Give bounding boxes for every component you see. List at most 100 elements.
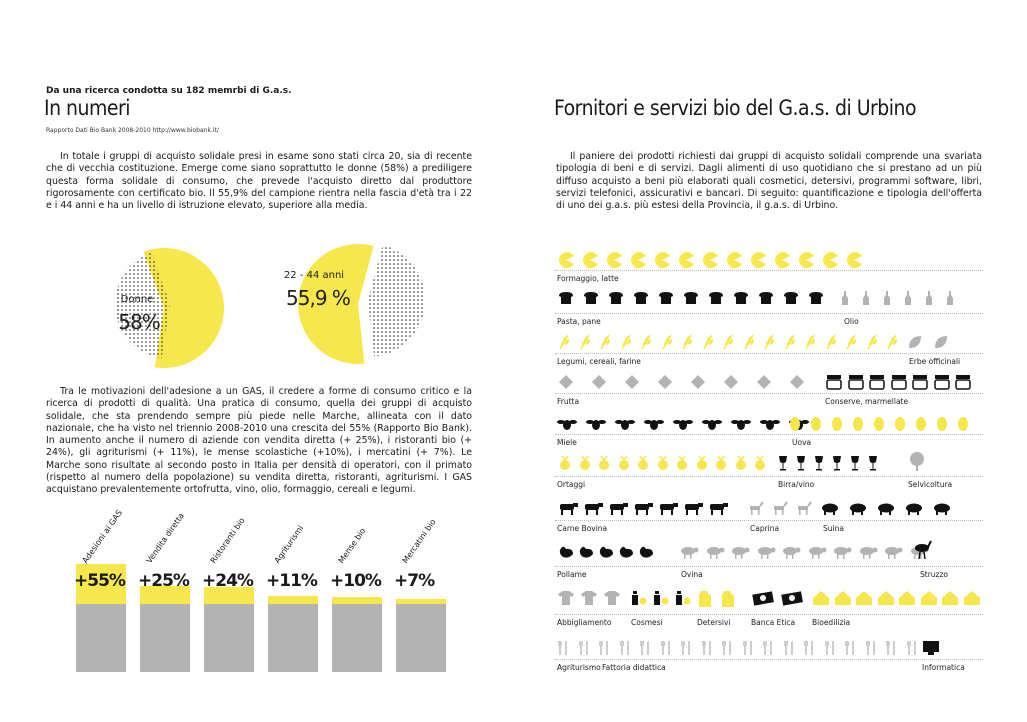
cheese-icon <box>725 252 743 272</box>
hen-icon <box>557 544 575 564</box>
grape-icon <box>755 374 773 394</box>
cutlery-icon <box>865 640 877 660</box>
category-label: Pollame <box>557 570 587 579</box>
wheat-icon <box>783 334 797 354</box>
sheep-icon <box>781 544 801 563</box>
pie-chart-eta <box>298 244 425 364</box>
row-divider <box>555 434 983 435</box>
bar-fill-3 <box>268 596 318 604</box>
hen-icon <box>637 544 655 564</box>
egg-icon <box>915 416 927 436</box>
cutlery-icon <box>598 640 610 660</box>
bank-icon <box>752 590 774 610</box>
wheat-icon <box>701 334 715 354</box>
page-title-right: Fornitori e servizi bio del G.a.s. di Ur… <box>554 96 917 120</box>
category-label: Miele <box>557 438 577 447</box>
cow-icon <box>582 500 604 519</box>
bar-label-0: Adesioni ai GAS <box>80 508 125 565</box>
bar-value-3: +11% <box>266 571 318 591</box>
bar-fill-2 <box>204 587 254 604</box>
cheese-icon <box>773 252 791 272</box>
sheep-icon <box>807 544 827 563</box>
cheese-icon <box>677 252 695 272</box>
bar-value-0: +55% <box>74 571 126 591</box>
bar-2 <box>204 604 254 672</box>
paragraph-intro: In totale i gruppi di acquisto solidale … <box>46 151 472 212</box>
bread-icon <box>607 290 625 309</box>
cow-icon <box>557 500 579 519</box>
bar-fill-4 <box>332 597 382 604</box>
bottle-icon <box>923 290 935 310</box>
house-icon <box>811 590 831 610</box>
turnip-icon <box>635 455 651 475</box>
category-label: Bioedilizia <box>812 618 851 627</box>
grape-icon <box>557 374 575 394</box>
sheep-icon <box>730 544 750 563</box>
wheat-icon <box>762 334 776 354</box>
category-label: Olio <box>844 317 859 326</box>
category-label: Abbigliamento <box>557 618 612 627</box>
hen-icon <box>577 544 595 564</box>
page-title-left: In numeri <box>44 96 131 120</box>
cutlery-icon <box>762 640 774 660</box>
bar-0 <box>76 604 126 672</box>
category-label: Caprina <box>750 524 780 533</box>
leaf-icon <box>907 334 923 354</box>
shirt-icon <box>557 590 575 610</box>
wheat-icon <box>865 334 879 354</box>
tree-icon <box>906 451 928 475</box>
egg-icon <box>936 416 948 436</box>
wine-icon <box>813 455 825 475</box>
shirt-icon <box>580 590 598 610</box>
pc-icon <box>922 640 940 660</box>
bar-label-4: Mense bio <box>336 526 368 565</box>
grape-icon <box>623 374 641 394</box>
wheat-icon <box>639 334 653 354</box>
pie-slice-uomini <box>115 252 170 359</box>
category-label: Agriturismo <box>557 663 601 672</box>
house-icon <box>897 590 917 610</box>
cow-icon <box>632 500 654 519</box>
turnip-icon <box>752 455 768 475</box>
hen-icon <box>597 544 615 564</box>
cutlery-icon <box>557 640 569 660</box>
category-label: Ortaggi <box>557 480 586 489</box>
row-divider <box>555 393 983 394</box>
wheat-icon <box>557 334 571 354</box>
grape-icon <box>788 374 806 394</box>
paragraph-motivazioni: Tra le motivazioni dell'adesione a un GA… <box>46 386 472 496</box>
category-label: Formaggio, latte <box>557 274 619 283</box>
category-label: Legumi, cereali, farine <box>557 357 641 366</box>
cutlery-icon <box>619 640 631 660</box>
category-label: Suina <box>823 524 844 533</box>
pig-icon <box>875 500 897 519</box>
turnip-icon <box>733 455 749 475</box>
turnip-icon <box>713 455 729 475</box>
bottle-icon <box>902 290 914 310</box>
cutlery-icon <box>906 640 918 660</box>
wheat-icon <box>721 334 735 354</box>
intro-text: Da una ricerca condotta su 182 memrbi di… <box>46 86 292 96</box>
pie-chart-donne <box>115 248 224 368</box>
bank-icon <box>781 590 803 610</box>
cheese-icon <box>797 252 815 272</box>
egg-icon <box>957 416 969 436</box>
wheat-icon <box>680 334 694 354</box>
wheat-icon <box>578 334 592 354</box>
cheese-icon <box>629 252 647 272</box>
category-label: Cosmesi <box>631 618 663 627</box>
grape-icon <box>590 374 608 394</box>
bottle-icon <box>881 290 893 310</box>
goat-icon <box>747 500 765 519</box>
wheat-icon <box>885 334 899 354</box>
bar-value-5: +7% <box>394 571 435 591</box>
wheat-icon <box>824 334 838 354</box>
jar-icon <box>954 374 972 394</box>
sheep-icon <box>705 544 725 563</box>
bar-value-1: +25% <box>138 571 190 591</box>
category-label: Birra/vino <box>778 480 815 489</box>
turnip-icon <box>557 455 573 475</box>
category-label: Pasta, pane <box>557 317 601 326</box>
sheep-icon <box>756 544 776 563</box>
category-label: Detersivi <box>697 618 731 627</box>
